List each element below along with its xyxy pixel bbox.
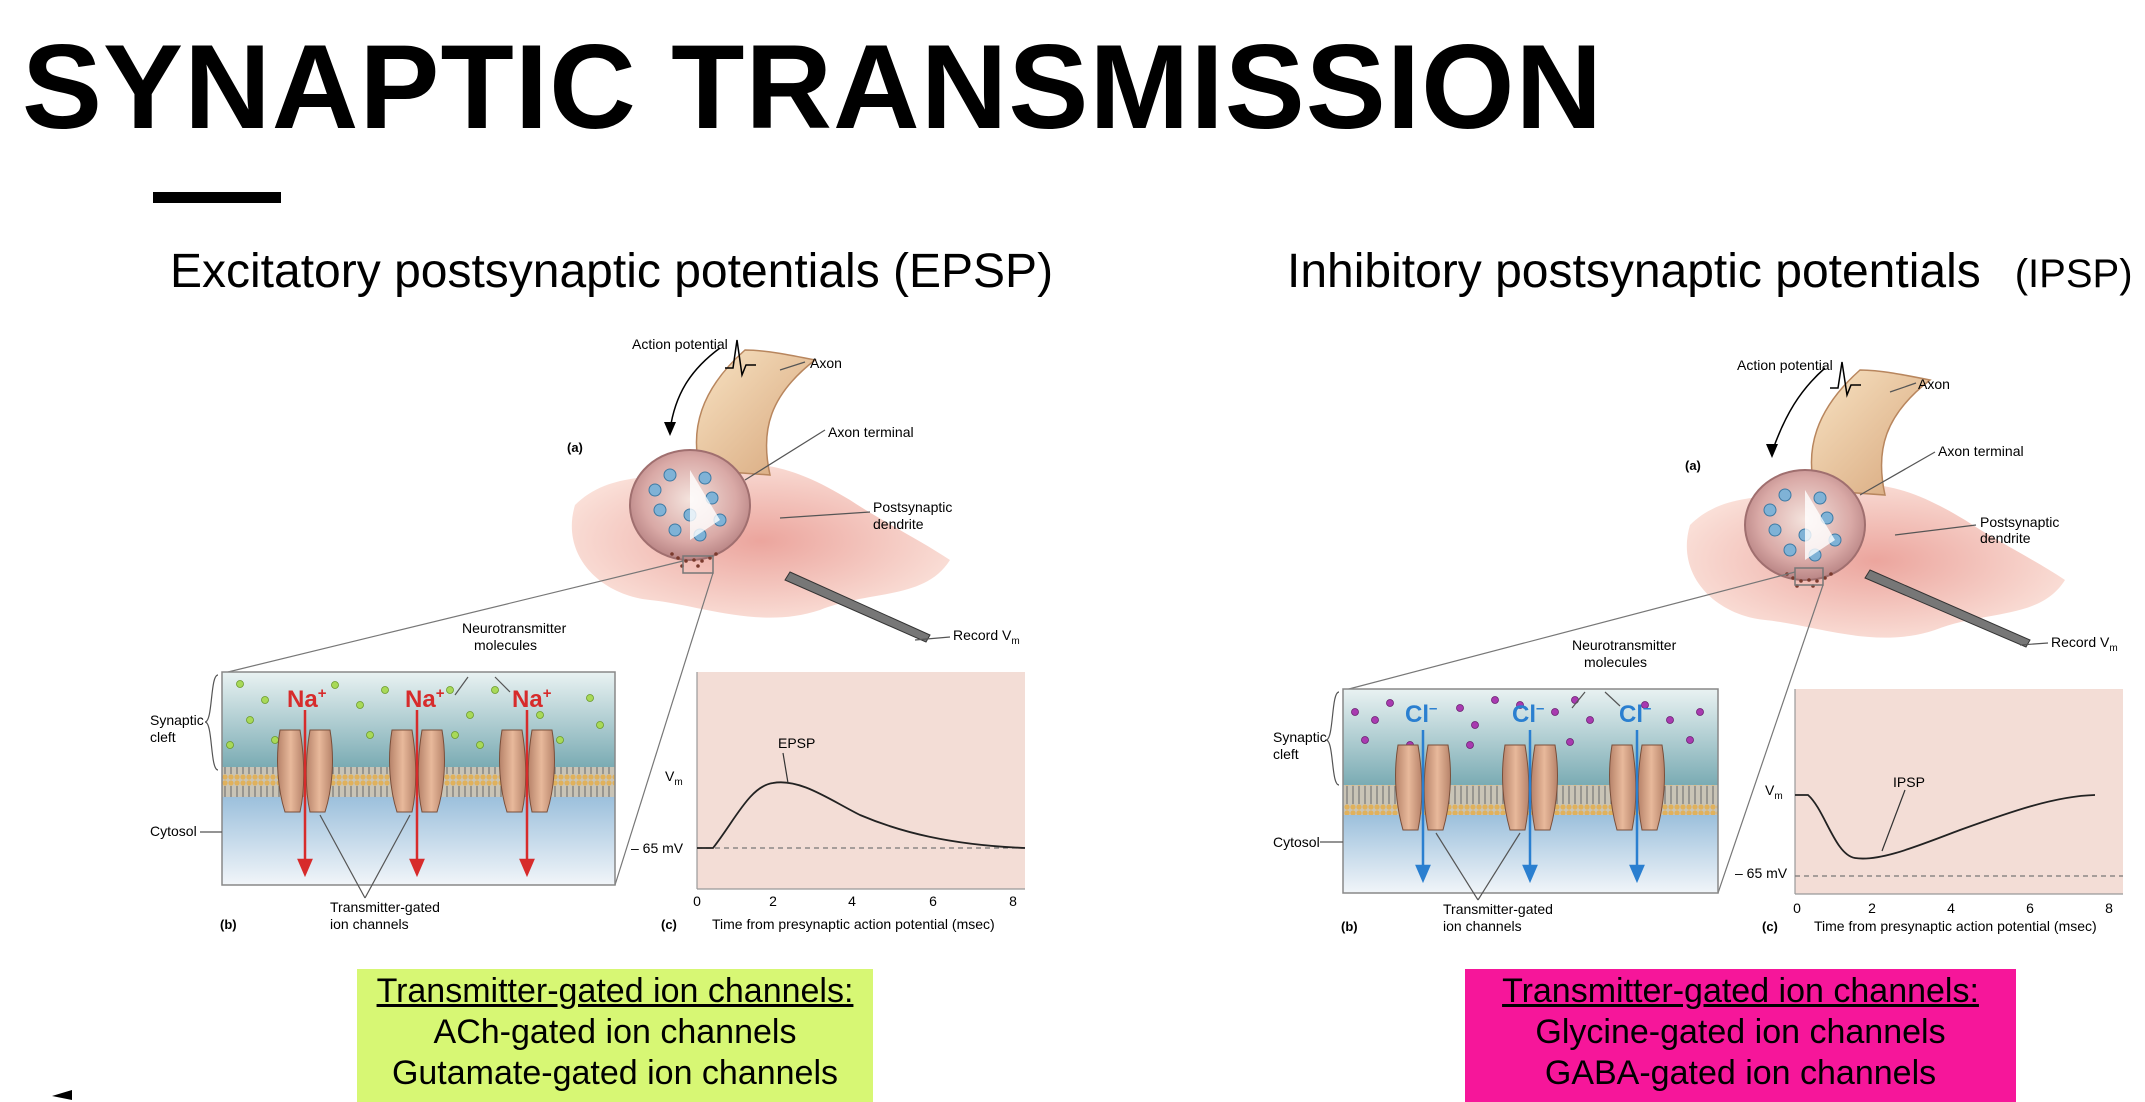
ipsp-label-b: (b) bbox=[1341, 919, 1358, 934]
ipsp-ion-channels bbox=[1395, 744, 1665, 831]
ipsp-ion-label-3: Cl– bbox=[1619, 700, 1651, 728]
title-underline bbox=[153, 192, 281, 203]
ipsp-label-action-potential: Action potential bbox=[1737, 357, 1833, 373]
epsp-box-line2: Gutamate-gated ion channels bbox=[391, 1054, 839, 1092]
svg-text:6: 6 bbox=[2026, 900, 2034, 916]
ipsp-box-line1: Glycine-gated ion channels bbox=[1535, 1013, 1946, 1051]
epsp-graph-baseline: – 65 mV bbox=[631, 840, 684, 856]
epsp-channel-box: Transmitter-gated ion channels: ACh-gate… bbox=[357, 969, 873, 1102]
epsp-axon-shape bbox=[695, 349, 817, 476]
epsp-label-dendrite: dendrite bbox=[873, 516, 924, 532]
svg-text:8: 8 bbox=[1009, 893, 1017, 909]
page-title: SYNAPTIC TRANSMISSION bbox=[22, 20, 1604, 154]
ipsp-label-c: (c) bbox=[1762, 919, 1778, 934]
ipsp-label-molecules: molecules bbox=[1584, 654, 1647, 670]
back-arrow-icon[interactable] bbox=[52, 1090, 78, 1100]
ipsp-ion-label-2: Cl– bbox=[1512, 700, 1544, 728]
ipsp-label-record: Record Vm bbox=[2051, 634, 2118, 654]
svg-text:0: 0 bbox=[693, 893, 701, 909]
epsp-label-axon: Axon bbox=[810, 355, 842, 371]
svg-text:2: 2 bbox=[1868, 900, 1876, 916]
svg-text:6: 6 bbox=[929, 893, 937, 909]
epsp-ion-label-2: Na+ bbox=[405, 685, 445, 713]
svg-text:8: 8 bbox=[2105, 900, 2113, 916]
epsp-graph: EPSP Vm – 65 mV 0 2 4 6 8 Time from pres… bbox=[631, 672, 1026, 932]
ipsp-label-postsynaptic: Postsynaptic bbox=[1980, 514, 2059, 530]
epsp-label-cleft: cleft bbox=[150, 729, 176, 745]
epsp-label-cytosol: Cytosol bbox=[150, 823, 197, 839]
ipsp-ion-arrows bbox=[1415, 730, 1645, 884]
epsp-label-tgic-2: ion channels bbox=[330, 916, 409, 932]
ipsp-box-heading: Transmitter-gated ion channels: bbox=[1502, 972, 1979, 1010]
svg-text:2: 2 bbox=[769, 893, 777, 909]
epsp-label-b: (b) bbox=[220, 917, 237, 932]
epsp-label-neurotransmitter: Neurotransmitter bbox=[462, 620, 567, 636]
ipsp-graph-baseline: – 65 mV bbox=[1735, 865, 1788, 881]
ipsp-channel-box: Transmitter-gated ion channels: Glycine-… bbox=[1465, 969, 2016, 1102]
epsp-label-axon-terminal: Axon terminal bbox=[828, 424, 914, 440]
epsp-label-action-potential: Action potential bbox=[632, 336, 728, 352]
ipsp-dendrite-tissue bbox=[1686, 484, 2065, 638]
ipsp-ion-label-1: Cl– bbox=[1405, 700, 1437, 728]
epsp-label-tgic-1: Transmitter-gated bbox=[330, 899, 440, 915]
epsp-ion-channels bbox=[277, 729, 555, 813]
epsp-trace bbox=[697, 781, 1026, 849]
epsp-figure: Action potential Axon Axon terminal Post… bbox=[150, 336, 1026, 932]
epsp-ion-arrows bbox=[297, 710, 535, 878]
ipsp-electrode bbox=[1864, 569, 2031, 648]
ipsp-graph: IPSP Vm – 65 mV 0 2 4 6 8 Time from pres… bbox=[1735, 689, 2123, 934]
epsp-label-a: (a) bbox=[567, 440, 583, 455]
ipsp-figure: Action potential Axon Axon terminal Post… bbox=[1273, 357, 2123, 934]
ipsp-heading: Inhibitory postsynaptic potentials (IPSP) bbox=[1287, 243, 2133, 301]
epsp-ion-label-1: Na+ bbox=[287, 685, 327, 713]
svg-text:4: 4 bbox=[848, 893, 856, 909]
ipsp-label-axon-terminal: Axon terminal bbox=[1938, 443, 2024, 459]
svg-text:0: 0 bbox=[1793, 900, 1801, 916]
epsp-box-line1: ACh-gated ion channels bbox=[433, 1013, 797, 1051]
epsp-label-record: Record Vm bbox=[953, 627, 1020, 647]
ipsp-channel-panel: Cl– Cl– Cl– bbox=[1342, 688, 1719, 894]
ipsp-heading-abbr: (IPSP) bbox=[2014, 252, 2133, 296]
epsp-heading: Excitatory postsynaptic potentials (EPSP… bbox=[170, 245, 1054, 298]
epsp-channel-panel: Na+ Na+ Na+ bbox=[221, 671, 616, 886]
epsp-graph-ylabel: Vm bbox=[665, 768, 683, 788]
epsp-box-heading: Transmitter-gated ion channels: bbox=[376, 972, 854, 1010]
epsp-label-postsynaptic: Postsynaptic bbox=[873, 499, 952, 515]
ipsp-box-line2: GABA-gated ion channels bbox=[1544, 1054, 1937, 1092]
ipsp-label-tgic-2: ion channels bbox=[1443, 918, 1522, 934]
ipsp-graph-ylabel: Vm bbox=[1765, 782, 1783, 802]
epsp-graph-ticks: 0 2 4 6 8 bbox=[693, 893, 1017, 909]
ipsp-trace bbox=[1795, 794, 2096, 860]
ipsp-label-tgic-1: Transmitter-gated bbox=[1443, 901, 1553, 917]
ipsp-label-axon: Axon bbox=[1918, 376, 1950, 392]
epsp-graph-peak-label: EPSP bbox=[778, 735, 815, 751]
epsp-ion-label-3: Na+ bbox=[512, 685, 552, 713]
ipsp-label-synaptic: Synaptic bbox=[1273, 729, 1327, 745]
ipsp-graph-peak-label: IPSP bbox=[1893, 774, 1925, 790]
ipsp-label-cleft: cleft bbox=[1273, 746, 1299, 762]
ipsp-heading-text: Inhibitory postsynaptic potentials bbox=[1287, 245, 1981, 298]
epsp-dendrite-tissue bbox=[571, 464, 950, 618]
ipsp-axon-shape bbox=[1810, 369, 1932, 496]
ipsp-label-cytosol: Cytosol bbox=[1273, 834, 1320, 850]
svg-text:4: 4 bbox=[1947, 900, 1955, 916]
epsp-label-molecules: molecules bbox=[474, 637, 537, 653]
epsp-label-synaptic: Synaptic bbox=[150, 712, 204, 728]
ipsp-graph-xlabel: Time from presynaptic action potential (… bbox=[1814, 918, 2097, 934]
ipsp-label-dendrite: dendrite bbox=[1980, 530, 2031, 546]
ipsp-label-a: (a) bbox=[1685, 458, 1701, 473]
ipsp-label-neurotransmitter: Neurotransmitter bbox=[1572, 637, 1677, 653]
epsp-graph-xlabel: Time from presynaptic action potential (… bbox=[712, 916, 995, 932]
ipsp-graph-ticks: 0 2 4 6 8 bbox=[1793, 900, 2113, 916]
epsp-electrode bbox=[784, 571, 931, 643]
epsp-label-c: (c) bbox=[661, 917, 677, 932]
